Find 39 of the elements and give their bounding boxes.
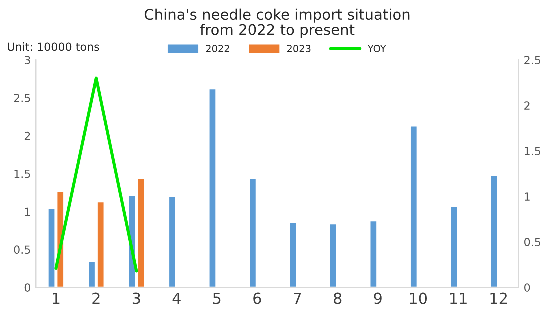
chart-title: China's needle coke import situation from 2022 to present: [144, 8, 410, 38]
y-tick-label: 2.5: [14, 94, 30, 102]
y-tick-label: 0: [24, 284, 30, 292]
legend-label: 2022: [206, 45, 230, 52]
x-tick-label: 11: [450, 292, 467, 304]
bar: [369, 220, 378, 288]
y-tick-label: 3: [24, 56, 30, 65]
bar: [208, 88, 218, 288]
x-tick-label: 2: [92, 292, 100, 304]
y2-tick-label: 1: [525, 192, 530, 201]
bar: [288, 222, 298, 288]
bar: [410, 125, 418, 288]
y-tick-label: 0.5: [14, 246, 30, 254]
x-tick-label: 4: [172, 292, 181, 304]
y-tick-label: 1.5: [14, 170, 30, 178]
legend-label: 2023: [287, 45, 311, 52]
x-tick-label: 3: [132, 292, 140, 304]
x-tick-label: 8: [334, 292, 342, 304]
y-tick-label: 2: [24, 132, 30, 140]
x-tick-label: 5: [213, 292, 221, 304]
bar: [329, 223, 338, 288]
x-tick-label: 9: [374, 292, 382, 304]
bar: [248, 178, 258, 288]
x-tick-label: 1: [53, 292, 60, 304]
x-tick-label: 10: [410, 292, 428, 304]
x-tick-label: 6: [254, 292, 262, 304]
y2-tick-label: 2.5: [524, 56, 540, 65]
y2-tick-label: 0.5: [524, 238, 540, 247]
x-tick-label: 12: [490, 292, 507, 304]
y2-tick-label: 2: [524, 102, 530, 110]
y2-tick-label: 1.5: [525, 147, 540, 156]
x-tick-label: 7: [294, 292, 302, 304]
y2-tick-label: 0: [524, 284, 530, 292]
legend-label: YOY: [368, 45, 386, 52]
y-tick-label: 1: [25, 208, 30, 216]
bar: [168, 196, 177, 288]
bar: [490, 174, 499, 288]
y-axis-title: Unit: 10000 tons: [8, 42, 100, 52]
bar: [450, 206, 458, 288]
